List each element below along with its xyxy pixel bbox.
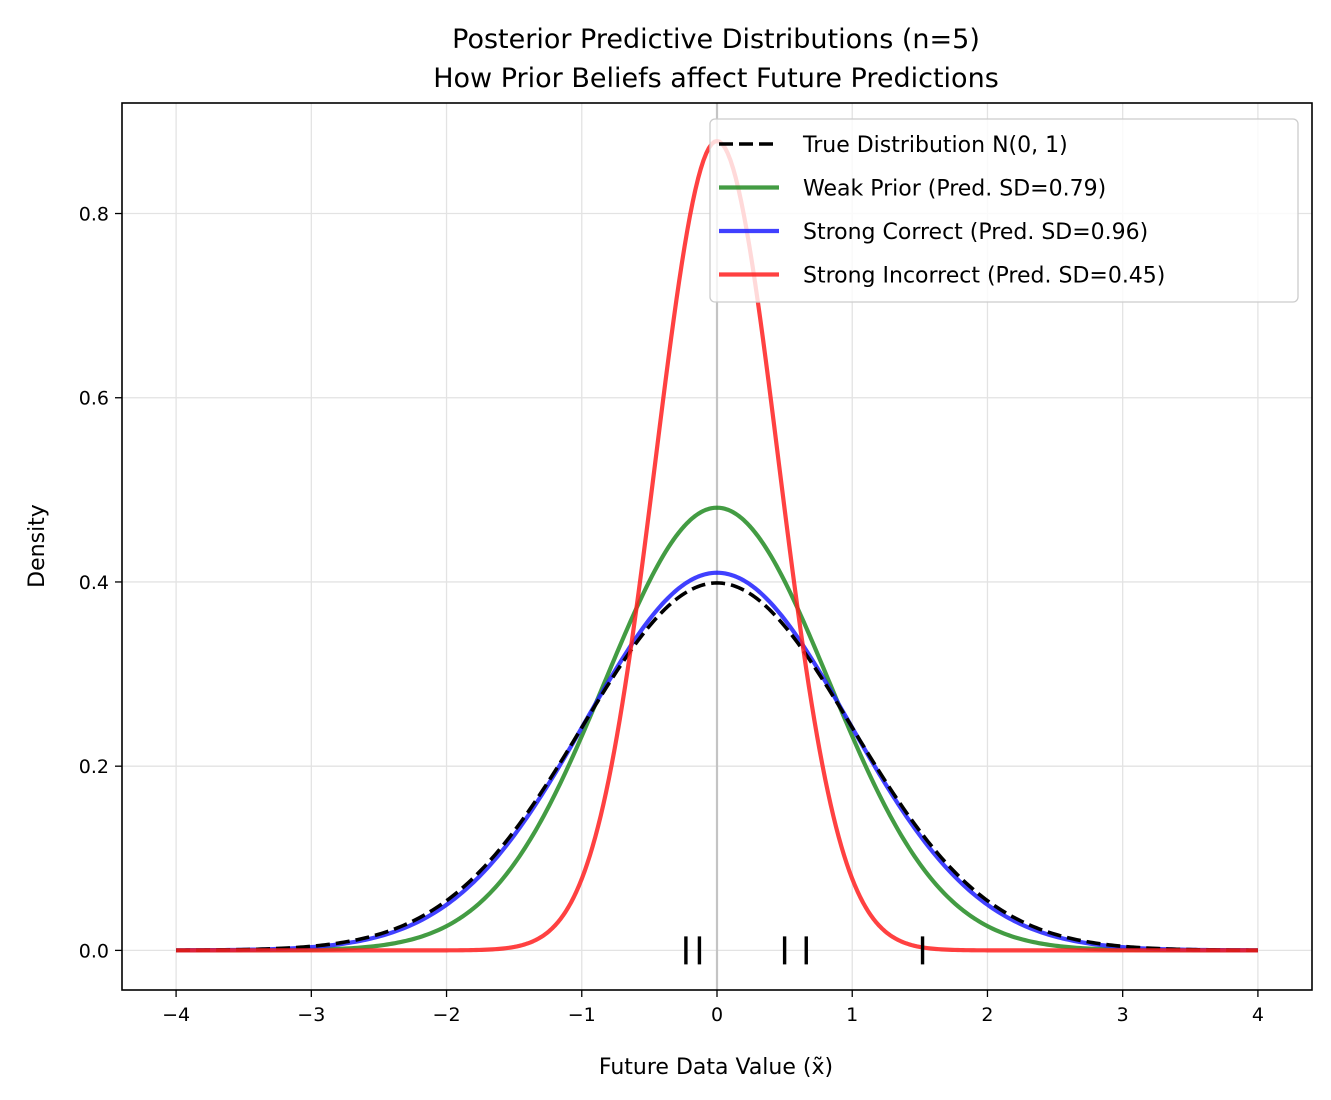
x-tick-label: −3 xyxy=(297,1004,325,1026)
legend-label-3: Strong Incorrect (Pred. SD=0.45) xyxy=(803,264,1165,289)
legend-label-0: True Distribution N(0, 1) xyxy=(802,133,1068,158)
x-tick-label: −4 xyxy=(162,1004,190,1026)
y-tick-label: 0.4 xyxy=(79,572,109,594)
legend-label-1: Weak Prior (Pred. SD=0.79) xyxy=(803,177,1106,202)
x-tick-label: 1 xyxy=(846,1004,858,1026)
x-tick-label: 3 xyxy=(1117,1004,1129,1026)
legend: True Distribution N(0, 1) Weak Prior (Pre… xyxy=(709,118,1299,303)
x-axis-ticks: −4 −3 −2 −1 0 1 2 3 4 xyxy=(162,990,1264,1026)
y-axis-label: Density xyxy=(25,504,50,588)
y-tick-label: 0.6 xyxy=(79,388,109,410)
chart-title-line-1: Posterior Predictive Distributions (n=5) xyxy=(452,24,980,55)
x-tick-label: 4 xyxy=(1252,1004,1264,1026)
series-line-0 xyxy=(176,581,1258,953)
y-tick-label: 0.8 xyxy=(79,204,109,226)
x-tick-label: −2 xyxy=(433,1004,461,1026)
y-tick-label: 0.0 xyxy=(79,940,109,962)
legend-label-2: Strong Correct (Pred. SD=0.96) xyxy=(803,220,1148,245)
x-tick-label: −1 xyxy=(568,1004,596,1026)
x-tick-label: 0 xyxy=(711,1004,723,1026)
x-axis-label: Future Data Value (x̃) xyxy=(599,1055,833,1080)
legend-box xyxy=(709,118,1299,303)
y-tick-label: 0.2 xyxy=(79,756,109,778)
chart-title-line-2: How Prior Beliefs affect Future Predicti… xyxy=(433,63,999,94)
x-tick-label: 2 xyxy=(981,1004,993,1026)
series-group xyxy=(176,138,1258,953)
y-axis-ticks: 0.0 0.2 0.4 0.6 0.8 xyxy=(79,204,122,962)
series-line-1 xyxy=(176,505,1258,953)
observed-data-rug xyxy=(684,936,925,965)
